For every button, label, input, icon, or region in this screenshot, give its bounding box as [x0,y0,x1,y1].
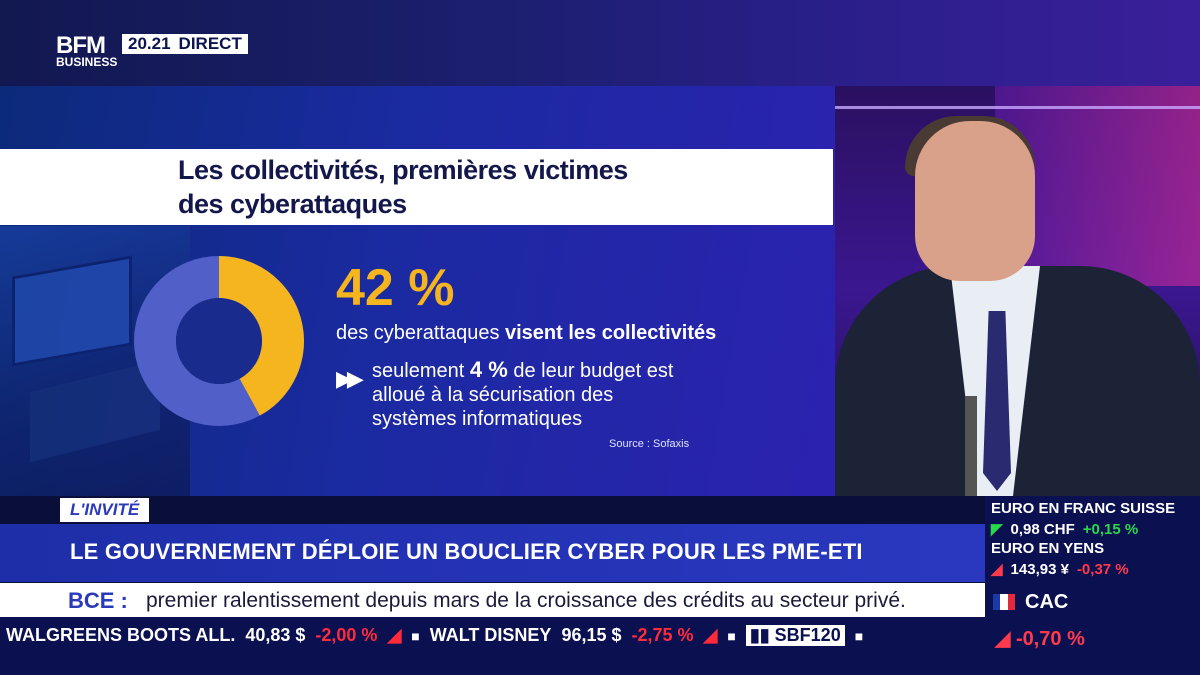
news-text: premier ralentissement depuis mars de la… [146,589,906,612]
down-arrow-icon: ◢ [703,625,718,645]
market-value: 143,93 ¥ [1010,560,1069,578]
cac-change-value: -0,70 % [1015,628,1085,650]
microphone [965,396,977,496]
market-values: ◢ 143,93 ¥ -0,37 % [991,560,1129,579]
infographic-title: Les collectivités, premières victimes de… [178,155,628,219]
ticker-value: 40,83 $ [245,625,306,645]
cac-panel: CAC ◢ -0,70 % [985,583,1200,675]
market-change: +0,15 % [1082,520,1139,538]
bullet-prefix: seulement [372,360,470,382]
clock-badge: 20.21 DIRECT [122,34,248,54]
infographic-panel: Les collectivités, premières victimes de… [0,86,835,496]
headline-text: LE GOUVERNEMENT DÉPLOIE UN BOUCLIER CYBE… [70,539,863,564]
separator-icon: ■ [854,627,864,644]
cac-change: ◢ -0,70 % [995,628,1085,650]
ticker-name: WALGREENS BOOTS ALL. [6,625,236,645]
source-note: Source : Sofaxis [609,438,690,450]
budget-bullet: seulement 4 % de leur budget est alloué … [372,358,692,431]
ticker-row: WALGREENS BOOTS ALL. 40,83 $ -2,00 % ◢ ■… [6,625,863,646]
donut-chart [134,256,304,426]
ticker-index-name: SBF120 [774,625,841,645]
stat-value: 42 % [336,259,455,317]
down-arrow-icon: ◢ [991,561,1003,578]
stat-description: des cyberattaques visent les collectivit… [336,322,716,345]
bullet-suffix: de leur budget est alloué à la sécurisat… [372,360,674,430]
market-value: 0,98 CHF [1010,520,1075,538]
ticker-change: -2,75 % [631,625,694,645]
news-bar: BCE : premier ralentissement depuis mars… [0,583,985,617]
down-arrow-icon: ◢ [387,625,402,645]
stat-text-plain: des cyberattaques [336,322,505,344]
logo-text: BFM [56,32,106,59]
separator-icon: ■ [411,627,420,644]
stat-text-bold: visent les collectivités [505,322,717,344]
channel-logo: BFM BUSINESS [56,32,118,69]
france-flag-icon [993,594,1015,610]
stock-ticker: WALGREENS BOOTS ALL. 40,83 $ -2,00 % ◢ ■… [0,617,985,675]
market-change: -0,37 % [1076,560,1129,578]
laptop-screen [12,255,132,367]
ticker-change: -2,00 % [315,625,378,645]
market-values: ◤ 0,98 CHF +0,15 % [991,520,1139,539]
ticker-name: WALT DISNEY [429,625,552,645]
guest-tie [983,311,1011,491]
market-title: EURO EN FRANC SUISSE [991,500,1176,517]
top-bar: BFM BUSINESS 20.21 DIRECT [0,0,1200,86]
cac-name: CAC [1025,591,1069,613]
news-label: BCE : [68,588,128,613]
infographic-title-box: Les collectivités, premières victimes de… [0,149,833,225]
double-chevron-icon: ▶▶ [336,366,364,391]
live-label: DIRECT [178,34,242,53]
up-arrow-icon: ◤ [991,521,1003,538]
donut-share-arc [134,256,304,426]
bullet-bold: 4 % [469,357,508,382]
guest-head [915,121,1035,281]
ticker-value: 96,15 $ [561,625,622,645]
guest-video [835,86,1200,496]
logo-subtext: BUSINESS [56,55,118,69]
studio-light-stripe [835,106,1200,109]
headline-bar: LE GOUVERNEMENT DÉPLOIE UN BOUCLIER CYBE… [0,524,985,582]
clock-time: 20.21 [128,34,171,53]
market-title: EURO EN YENS [991,540,1105,557]
ticker-index-badge: ▮▮ SBF120 [745,625,845,646]
segment-tag: L'INVITÉ [60,498,150,522]
separator-icon: ■ [727,627,736,644]
donut-hole [176,298,262,384]
